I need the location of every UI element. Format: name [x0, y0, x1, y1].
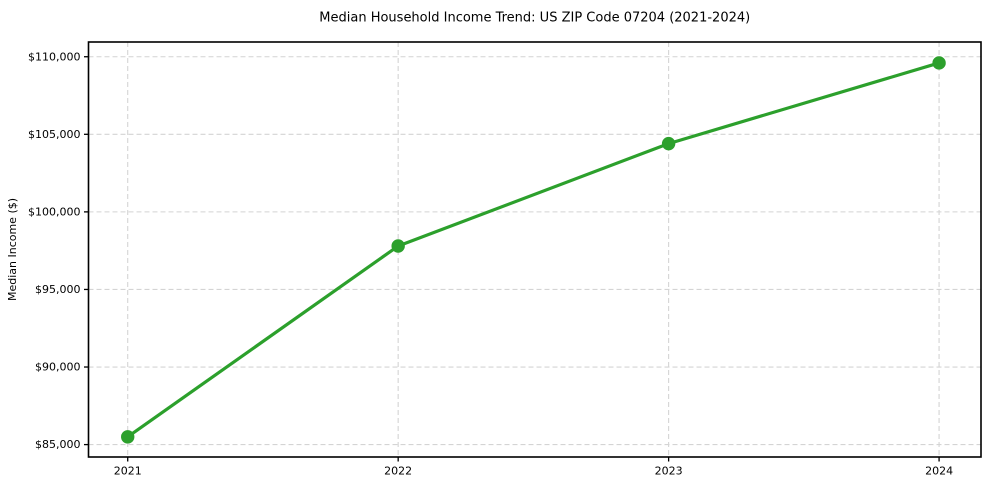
data-series-layer	[121, 56, 946, 444]
axis-layer: 2021 2022 2023 2024 $85,000 $90,000 $95,000 $10…	[28, 41, 982, 478]
y-tick-label: $110,000	[28, 50, 81, 63]
plot-border	[87, 41, 982, 458]
y-axis-label: Median Income ($)	[6, 198, 19, 301]
y-tick-label: $85,000	[35, 438, 81, 451]
chart-title: Median Household Income Trend: US ZIP Co…	[319, 11, 750, 26]
series-line	[126, 61, 941, 439]
data-point	[391, 239, 405, 253]
x-tick-label: 2022	[384, 465, 412, 478]
data-point	[661, 136, 676, 151]
x-tick-label: 2024	[925, 465, 953, 478]
data-point	[121, 430, 135, 444]
x-tick-label: 2023	[655, 465, 683, 478]
y-tick-label: $105,000	[28, 128, 81, 141]
y-tick-label: $90,000	[35, 361, 81, 374]
y-tick-label: $95,000	[35, 283, 81, 296]
y-tick-label: $100,000	[28, 206, 81, 219]
grid-layer	[88, 42, 981, 457]
data-point	[932, 56, 946, 70]
x-tick-label: 2021	[114, 465, 142, 478]
